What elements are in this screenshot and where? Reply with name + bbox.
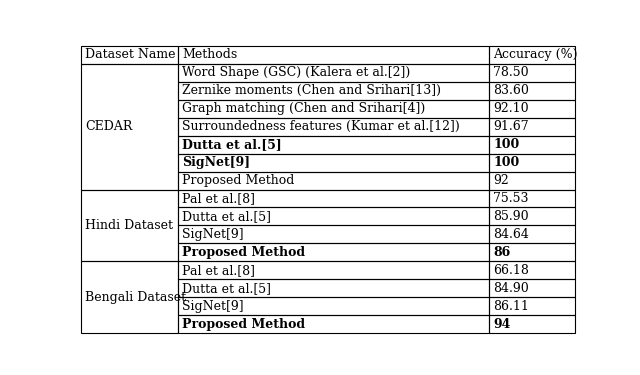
Text: 75.53: 75.53: [493, 192, 529, 205]
Text: Surroundedness features (Kumar et al.[12]): Surroundedness features (Kumar et al.[12…: [182, 120, 460, 133]
Text: Hindi Dataset: Hindi Dataset: [86, 219, 173, 232]
Text: SigNet[9]: SigNet[9]: [182, 300, 244, 313]
Text: Graph matching (Chen and Srihari[4]): Graph matching (Chen and Srihari[4]): [182, 102, 426, 115]
Text: 85.90: 85.90: [493, 210, 529, 223]
Text: 92: 92: [493, 174, 509, 187]
Bar: [489, 172, 575, 189]
Bar: [178, 207, 489, 225]
Bar: [489, 100, 575, 118]
Bar: [81, 261, 178, 333]
Text: 66.18: 66.18: [493, 264, 529, 277]
Text: 86: 86: [493, 246, 511, 259]
Bar: [489, 261, 575, 279]
Bar: [178, 243, 489, 261]
Bar: [489, 225, 575, 243]
Text: 94: 94: [493, 318, 511, 331]
Bar: [489, 118, 575, 136]
Bar: [178, 279, 489, 297]
Text: 100: 100: [493, 138, 520, 151]
Bar: [489, 82, 575, 100]
Text: Methods: Methods: [182, 48, 237, 62]
Bar: [489, 315, 575, 333]
Text: Proposed Method: Proposed Method: [182, 174, 294, 187]
Text: Dutta et al.[5]: Dutta et al.[5]: [182, 282, 271, 295]
Text: 100: 100: [493, 156, 520, 169]
Text: Proposed Method: Proposed Method: [182, 246, 305, 259]
Text: 83.60: 83.60: [493, 84, 529, 97]
Bar: [178, 82, 489, 100]
Text: 84.64: 84.64: [493, 228, 529, 241]
Text: Pal et al.[8]: Pal et al.[8]: [182, 264, 255, 277]
Bar: [489, 64, 575, 82]
Text: CEDAR: CEDAR: [86, 120, 133, 133]
Text: Pal et al.[8]: Pal et al.[8]: [182, 192, 255, 205]
Bar: [178, 297, 489, 315]
Text: Word Shape (GSC) (Kalera et al.[2]): Word Shape (GSC) (Kalera et al.[2]): [182, 66, 410, 79]
Bar: [178, 315, 489, 333]
Text: Dutta et al.[5]: Dutta et al.[5]: [182, 210, 271, 223]
Bar: [178, 261, 489, 279]
Bar: [81, 46, 178, 64]
Bar: [178, 172, 489, 189]
Text: Zernike moments (Chen and Srihari[13]): Zernike moments (Chen and Srihari[13]): [182, 84, 441, 97]
Text: SigNet[9]: SigNet[9]: [182, 228, 244, 241]
Text: Proposed Method: Proposed Method: [182, 318, 305, 331]
Bar: [489, 154, 575, 172]
Text: Dataset Name: Dataset Name: [86, 48, 176, 62]
Text: Accuracy (%): Accuracy (%): [493, 48, 578, 62]
Text: 91.67: 91.67: [493, 120, 529, 133]
Bar: [489, 189, 575, 207]
Text: SigNet[9]: SigNet[9]: [182, 156, 250, 169]
Bar: [489, 207, 575, 225]
Text: 84.90: 84.90: [493, 282, 529, 295]
Text: Bengali Dataset: Bengali Dataset: [86, 291, 187, 304]
Bar: [178, 136, 489, 154]
Bar: [489, 297, 575, 315]
Bar: [489, 136, 575, 154]
Bar: [178, 225, 489, 243]
Bar: [178, 46, 489, 64]
Bar: [178, 100, 489, 118]
Bar: [81, 189, 178, 261]
Text: 78.50: 78.50: [493, 66, 529, 79]
Text: 86.11: 86.11: [493, 300, 529, 313]
Bar: [81, 64, 178, 189]
Bar: [178, 154, 489, 172]
Text: Dutta et al.[5]: Dutta et al.[5]: [182, 138, 282, 151]
Bar: [489, 46, 575, 64]
Bar: [178, 189, 489, 207]
Bar: [489, 279, 575, 297]
Bar: [178, 64, 489, 82]
Bar: [489, 243, 575, 261]
Text: 92.10: 92.10: [493, 102, 529, 115]
Bar: [178, 118, 489, 136]
